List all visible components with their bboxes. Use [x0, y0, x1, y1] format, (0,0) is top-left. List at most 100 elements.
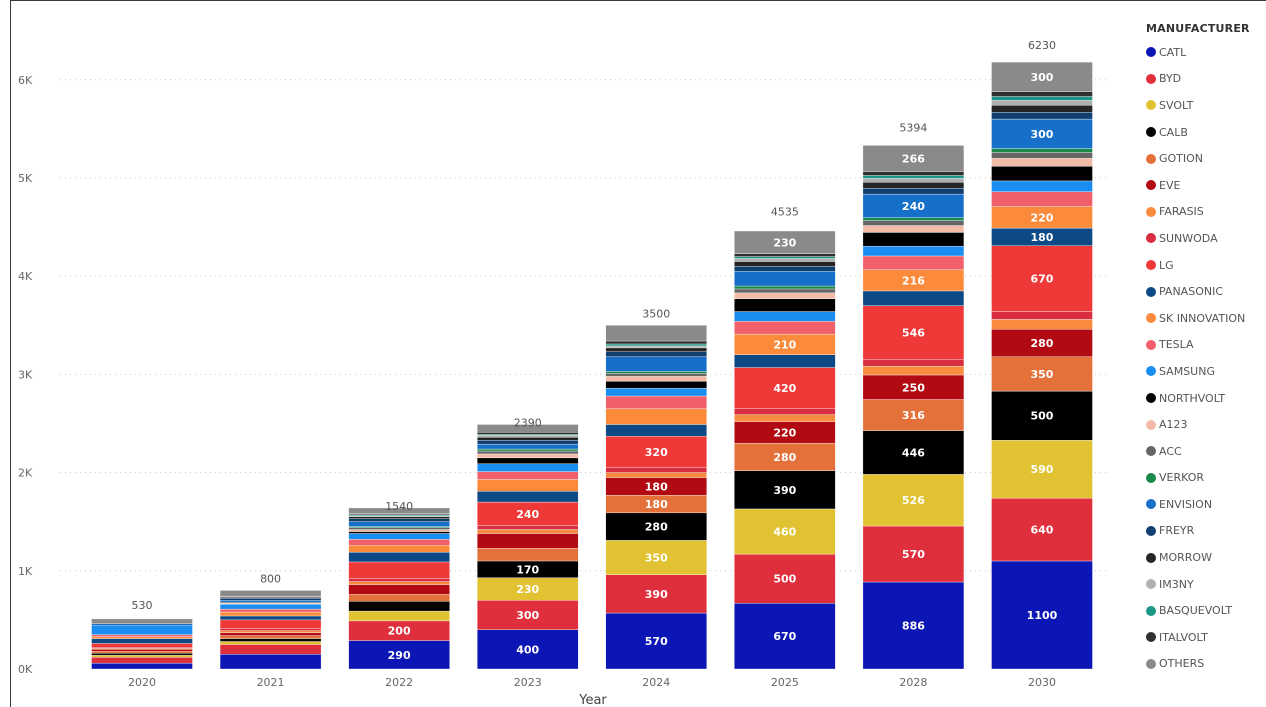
- bar-segment-catl[interactable]: [605, 612, 707, 670]
- bar-segment-basquevolt[interactable]: [991, 96, 1093, 101]
- bar-segment-im3ny[interactable]: [477, 435, 579, 438]
- bar-segment-samsung[interactable]: [91, 625, 193, 635]
- legend-item-italvolt[interactable]: ITALVOLT: [1146, 624, 1266, 651]
- bar-segment-sk-innovation[interactable]: [91, 636, 193, 639]
- bar-segment-calb[interactable]: [605, 512, 707, 541]
- bar-segment-others[interactable]: [91, 618, 193, 625]
- bar-segment-farasis[interactable]: [348, 581, 450, 585]
- bar-segment-sk-innovation[interactable]: [605, 408, 707, 425]
- bar-segment-italvolt[interactable]: [605, 340, 707, 345]
- bar-segment-sunwoda[interactable]: [991, 311, 1093, 320]
- bar-segment-catl[interactable]: [862, 581, 965, 670]
- bar-segment-northvolt[interactable]: [605, 381, 707, 389]
- bar-segment-calb[interactable]: [862, 430, 965, 475]
- bar-segment-byd[interactable]: [862, 525, 965, 583]
- bar-segment-samsung[interactable]: [477, 463, 579, 472]
- bar-segment-verkor[interactable]: [477, 448, 579, 452]
- bar-stack-2030[interactable]: 1100 640 590 500 350 280 670 180 220 300 300: [991, 61, 1093, 670]
- legend-item-svolt[interactable]: SVOLT: [1146, 92, 1266, 119]
- bar-segment-envision[interactable]: [734, 271, 836, 287]
- bar-segment-eve[interactable]: [348, 584, 450, 595]
- bar-segment-gotion[interactable]: [734, 442, 836, 471]
- bar-segment-tesla[interactable]: [605, 395, 707, 409]
- bar-segment-a123[interactable]: [477, 453, 579, 459]
- bar-segment-a123[interactable]: [734, 292, 836, 299]
- bar-segment-envision[interactable]: [219, 600, 322, 603]
- bar-segment-lg[interactable]: [862, 305, 965, 360]
- bar-segment-farasis[interactable]: [605, 472, 707, 478]
- legend-item-morrow[interactable]: MORROW: [1146, 544, 1266, 571]
- bar-segment-freyr[interactable]: [734, 266, 836, 272]
- bar-segment-acc[interactable]: [734, 288, 836, 294]
- legend-item-a123[interactable]: A123: [1146, 411, 1266, 438]
- bar-segment-lg[interactable]: [91, 643, 193, 648]
- bar-segment-im3ny[interactable]: [862, 178, 965, 183]
- bar-segment-envision[interactable]: [991, 118, 1093, 149]
- legend-item-basquevolt[interactable]: BASQUEVOLT: [1146, 597, 1266, 624]
- bar-segment-svolt[interactable]: [862, 474, 965, 527]
- legend-item-catl[interactable]: CATL: [1146, 39, 1266, 66]
- bar-segment-basquevolt[interactable]: [734, 256, 836, 259]
- bar-segment-svolt[interactable]: [348, 610, 450, 622]
- bar-segment-catl[interactable]: [348, 640, 450, 670]
- bar-stack-2028[interactable]: 886 570 526 446 316 250 546 216 240 266: [862, 145, 965, 670]
- bar-segment-calb[interactable]: [991, 390, 1093, 441]
- bar-segment-eve[interactable]: [91, 649, 193, 652]
- bar-segment-tesla[interactable]: [477, 471, 579, 480]
- bar-segment-northvolt[interactable]: [477, 457, 579, 464]
- bar-segment-samsung[interactable]: [219, 604, 322, 610]
- bar-segment-verkor[interactable]: [862, 217, 965, 221]
- bar-segment-eve[interactable]: [477, 533, 579, 549]
- bar-segment-calb[interactable]: [348, 601, 450, 612]
- bar-segment-im3ny[interactable]: [605, 345, 707, 349]
- bar-segment-sunwoda[interactable]: [348, 578, 450, 582]
- bar-segment-sk-innovation[interactable]: [219, 611, 322, 617]
- legend-item-northvolt[interactable]: NORTHVOLT: [1146, 385, 1266, 412]
- bar-segment-italvolt[interactable]: [991, 91, 1093, 97]
- bar-segment-tesla[interactable]: [91, 634, 193, 637]
- bar-segment-im3ny[interactable]: [991, 100, 1093, 106]
- bar-segment-gotion[interactable]: [862, 399, 965, 431]
- bar-segment-sunwoda[interactable]: [862, 359, 965, 367]
- bar-segment-italvolt[interactable]: [477, 432, 579, 435]
- bar-segment-calb[interactable]: [91, 653, 193, 656]
- legend-item-sk-innovation[interactable]: SK INNOVATION: [1146, 305, 1266, 332]
- bar-segment-freyr[interactable]: [991, 112, 1093, 120]
- bar-segment-envision[interactable]: [91, 623, 193, 626]
- bar-segment-samsung[interactable]: [605, 387, 707, 397]
- bar-segment-byd[interactable]: [991, 497, 1093, 562]
- bar-segment-gotion[interactable]: [219, 635, 322, 639]
- legend-item-sunwoda[interactable]: SUNWODA: [1146, 225, 1266, 252]
- bar-segment-calb[interactable]: [734, 470, 836, 510]
- bar-segment-svolt[interactable]: [91, 655, 193, 658]
- bar-segment-svolt[interactable]: [605, 540, 707, 575]
- bar-segment-gotion[interactable]: [348, 594, 450, 602]
- bar-stack-2025[interactable]: 670 500 460 390 280 220 420 210 230: [734, 230, 836, 670]
- bar-segment-svolt[interactable]: [734, 508, 836, 555]
- bar-segment-others[interactable]: [734, 230, 836, 254]
- bar-segment-morrow[interactable]: [348, 516, 450, 519]
- bar-segment-lg[interactable]: [605, 436, 707, 468]
- legend-item-envision[interactable]: ENVISION: [1146, 491, 1266, 518]
- bar-segment-byd[interactable]: [219, 644, 322, 655]
- bar-segment-envision[interactable]: [477, 443, 579, 450]
- bar-segment-tesla[interactable]: [862, 255, 965, 270]
- bar-segment-farasis[interactable]: [862, 365, 965, 376]
- bar-segment-tesla[interactable]: [219, 608, 322, 613]
- bar-segment-calb[interactable]: [219, 638, 322, 642]
- legend-item-calb[interactable]: CALB: [1146, 119, 1266, 146]
- bar-segment-a123[interactable]: [862, 225, 965, 233]
- bar-stack-2022[interactable]: 290 200: [348, 507, 450, 670]
- bar-segment-basquevolt[interactable]: [605, 343, 707, 347]
- legend-item-acc[interactable]: ACC: [1146, 438, 1266, 465]
- bar-segment-italvolt[interactable]: [734, 253, 836, 257]
- bar-segment-freyr[interactable]: [348, 518, 450, 522]
- bar-segment-freyr[interactable]: [605, 351, 707, 357]
- bar-segment-tesla[interactable]: [734, 321, 836, 335]
- bar-segment-italvolt[interactable]: [862, 171, 965, 176]
- bar-stack-2021[interactable]: [219, 590, 322, 670]
- bar-segment-byd[interactable]: [91, 657, 193, 664]
- bar-segment-morrow[interactable]: [734, 261, 836, 267]
- bar-segment-verkor[interactable]: [734, 285, 836, 290]
- legend-item-im3ny[interactable]: IM3NY: [1146, 571, 1266, 598]
